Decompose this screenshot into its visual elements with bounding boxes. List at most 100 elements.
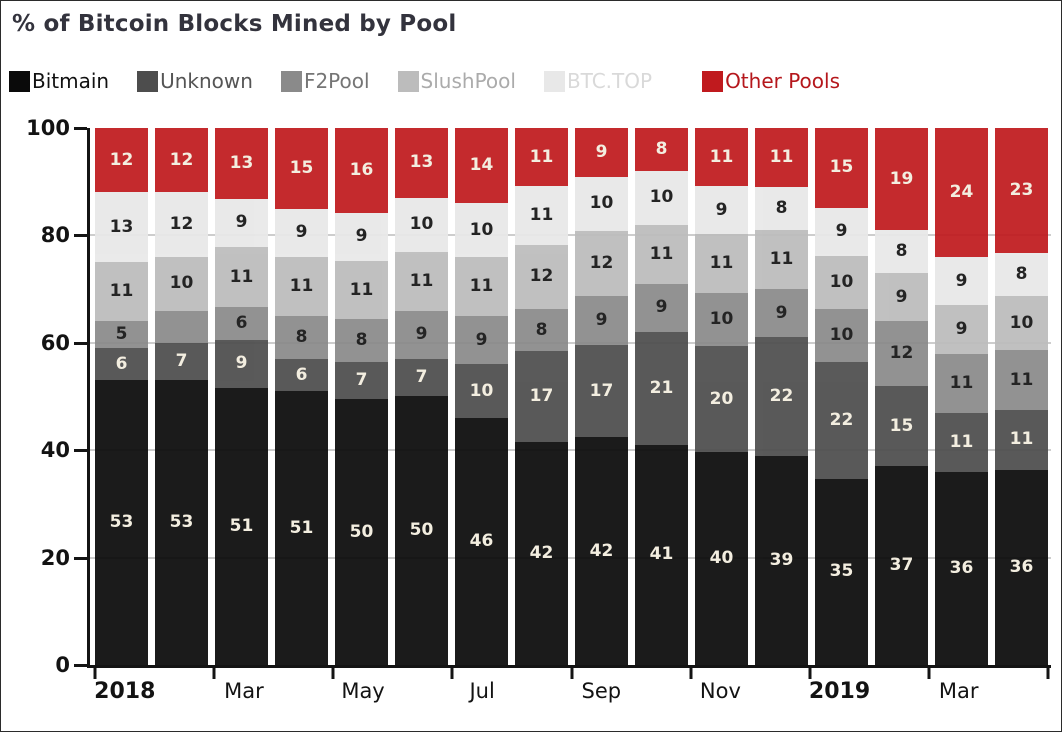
gridline-80 (90, 234, 1051, 237)
bar-segment-bitmain: 36 (935, 471, 988, 665)
y-axis-label-0: 0 (55, 653, 70, 677)
x-axis-label-mar-2: Mar (224, 679, 264, 703)
bar-segment-bitmain: 35 (815, 478, 868, 665)
bar-13: 15 9 10 10 22 35 (815, 128, 868, 665)
y-axis-label-40: 40 (40, 438, 70, 463)
bar-segment-slushpool: 10 (995, 296, 1048, 351)
x-axis-label-jul-6: Jul (469, 679, 495, 703)
bar-segment-bitmain: 50 (395, 396, 448, 665)
bar-segment-unknown: 11 (935, 412, 988, 472)
bar-segment-unknown: 6 (275, 358, 328, 392)
bar-segment-btc-top: 8 (755, 187, 808, 231)
bar-segment-f2pool: 11 (995, 350, 1048, 411)
bar-segment-bitmain: 53 (155, 380, 208, 665)
bar-14: 19 8 9 12 15 37 (875, 128, 928, 665)
legend-label-unknown: Unknown (160, 69, 253, 93)
bar-4: 15 9 11 8 6 51 (275, 128, 328, 666)
bar-segment-btc-top: 8 (875, 230, 928, 273)
bar-9: 9 10 12 9 17 42 (575, 128, 628, 665)
bar-segment-bitmain: 51 (215, 388, 268, 666)
x-axis-tick-4 (570, 668, 573, 679)
bar-segment-f2pool: 9 (755, 289, 808, 338)
bar-segment-btc-top: 10 (395, 197, 448, 252)
bar-segment-slushpool: 11 (335, 260, 388, 320)
x-axis-label-2019-12: 2019 (808, 679, 871, 704)
bar-segment-unknown: 9 (215, 339, 268, 389)
bar-segment-f2pool: 8 (515, 308, 568, 352)
legend-item-other-pools: Other Pools (702, 71, 840, 92)
bar-segment-other-pools: 12 (95, 128, 148, 193)
x-axis-label-2018-0: 2018 (94, 679, 156, 704)
slushpool-swatch-icon (397, 71, 419, 92)
y-axis-tick-20 (74, 556, 87, 560)
bar-segment-f2pool: 8 (335, 319, 388, 362)
bar-segment-btc-top: 10 (575, 176, 628, 232)
bar-segment-btc-top: 13 (95, 192, 148, 263)
bar-segment-slushpool: 9 (935, 305, 988, 354)
y-axis-label-80: 80 (40, 223, 70, 248)
bar-segment-unknown: 15 (875, 385, 928, 467)
legend-item-btctop: BTC.TOP (543, 69, 653, 93)
gridline-20 (90, 556, 1051, 559)
x-axis-tick-1 (212, 668, 216, 679)
bar-segment-btc-top: 10 (635, 170, 688, 225)
bar-segment-slushpool: 11 (275, 256, 328, 316)
legend-label-other-pools: Other Pools (725, 69, 841, 93)
bar-segment-other-pools: 9 (575, 128, 628, 177)
f2pool-swatch-icon (280, 71, 302, 92)
bar-segment-f2pool: 11 (935, 353, 988, 413)
legend-item-bitmain: Bitmain (9, 71, 109, 92)
bar-12: 11 8 11 9 22 39 (755, 128, 808, 665)
bar-1: 12 13 11 5 6 53 (95, 128, 148, 665)
bar-segment-btc-top: 9 (335, 213, 388, 261)
bar-segment-f2pool: 8 (275, 315, 328, 359)
bar-segment-slushpool: 9 (875, 272, 928, 322)
bar-segment-unknown: 11 (995, 410, 1048, 470)
bar-5: 16 9 11 8 7 50 (335, 128, 388, 665)
x-axis-tick-6 (808, 668, 812, 679)
chart-title: % of Bitcoin Blocks Mined by Pool (12, 11, 457, 37)
legend-label-slushpool: SlushPool (420, 69, 516, 93)
x-axis-label-may-4: May (341, 679, 385, 703)
y-axis-tick-80 (74, 234, 87, 238)
btctop-swatch-icon (543, 71, 565, 92)
bar-segment-bitmain: 36 (995, 469, 1048, 666)
x-axis-tick-0 (93, 668, 97, 679)
legend-label-bitmain: Bitmain (32, 69, 110, 93)
bar-11: 11 9 11 10 20 40 (695, 128, 748, 666)
x-axis-tick-2 (331, 668, 335, 679)
bar-segment-f2pool: 5 (95, 321, 148, 349)
gridline-60 (90, 341, 1051, 344)
bar-segment-bitmain: 50 (335, 399, 388, 665)
bar-segment-other-pools: 16 (335, 128, 388, 214)
bar-segment-btc-top: 9 (815, 207, 868, 256)
bar-segment-unknown: 7 (155, 342, 208, 381)
bar-segment-other-pools: 15 (275, 128, 328, 209)
bar-segment-btc-top: 9 (695, 186, 748, 235)
legend-label-f2pool: F2Pool (303, 69, 370, 93)
bar-segment-bitmain: 42 (575, 437, 628, 665)
bar-8: 11 11 12 8 17 42 (515, 128, 568, 665)
y-axis-label-100: 100 (26, 116, 70, 140)
bar-segment-other-pools: 11 (695, 128, 748, 187)
bar-6: 13 10 11 9 7 50 (395, 128, 448, 665)
bar-segment-btc-top: 8 (995, 252, 1048, 297)
bar-segment-unknown: 7 (395, 358, 448, 397)
bar-segment-other-pools: 11 (515, 128, 568, 187)
bar-segment-slushpool: 11 (755, 230, 808, 290)
bitmain-swatch-icon (9, 71, 30, 92)
bar-segment-other-pools: 14 (455, 128, 508, 204)
bar-segment-unknown: 22 (755, 337, 808, 456)
y-axis-tick-40 (74, 449, 87, 453)
bar-segment-other-pools: 24 (935, 128, 988, 257)
bar-segment-unknown: 6 (95, 348, 148, 381)
bar-segment-unknown: 17 (575, 344, 628, 438)
legend-label-btctop: BTC.TOP (566, 69, 653, 93)
bar-segment-bitmain: 42 (515, 441, 568, 665)
bar-segment-slushpool: 11 (215, 247, 268, 307)
chart-legend: Bitmain Unknown F2Pool SlushPool BTC.TOP Othe… (9, 71, 1053, 92)
bar-segment-btc-top: 9 (275, 208, 328, 257)
bar-segment-other-pools: 19 (875, 128, 928, 231)
bar-10: 8 10 11 9 21 41 (635, 128, 688, 665)
